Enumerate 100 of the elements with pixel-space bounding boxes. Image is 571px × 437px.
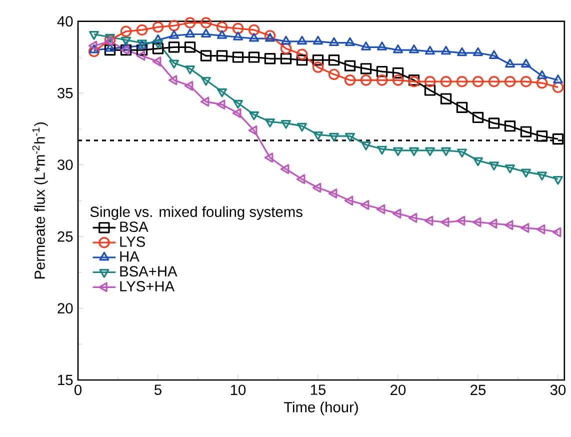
point xyxy=(424,84,436,96)
point xyxy=(392,67,404,79)
legend-label: LYS+HA xyxy=(120,281,175,292)
point xyxy=(105,42,115,52)
point xyxy=(328,54,340,66)
point xyxy=(473,47,483,56)
y-axis-title: Permeate flux (L*m$^{-2}$h$^{-1}$) xyxy=(32,122,48,279)
point xyxy=(536,77,548,89)
point xyxy=(200,17,212,28)
point xyxy=(504,120,516,132)
x-tick-label: 5 xyxy=(154,384,162,395)
point xyxy=(249,32,259,42)
point xyxy=(185,65,195,74)
point xyxy=(345,132,355,142)
point xyxy=(328,188,338,198)
x-tick-label: 0 xyxy=(74,384,82,396)
point xyxy=(264,53,276,64)
point xyxy=(472,76,484,88)
y-tick-label: 20 xyxy=(58,303,73,314)
point xyxy=(120,44,132,56)
point xyxy=(344,74,356,86)
point xyxy=(232,108,242,118)
point xyxy=(265,118,275,128)
point xyxy=(552,133,564,145)
point xyxy=(553,74,563,84)
point xyxy=(89,44,99,54)
point xyxy=(281,36,291,45)
point xyxy=(264,152,274,163)
point xyxy=(313,36,323,45)
point xyxy=(169,30,179,39)
point xyxy=(537,172,547,180)
point xyxy=(344,60,356,72)
point xyxy=(361,42,371,50)
point xyxy=(329,132,339,142)
point xyxy=(425,147,435,156)
point xyxy=(424,216,434,226)
point xyxy=(120,45,130,55)
point xyxy=(184,80,194,91)
point xyxy=(88,46,100,58)
point xyxy=(377,146,387,155)
point xyxy=(409,44,419,54)
y-tick-label: 15 xyxy=(58,374,73,386)
point xyxy=(152,42,164,54)
point xyxy=(408,212,418,223)
point xyxy=(104,34,116,46)
point xyxy=(376,204,386,214)
point xyxy=(488,118,500,129)
point xyxy=(393,147,403,156)
point xyxy=(488,218,498,229)
point xyxy=(200,96,210,107)
point xyxy=(249,111,259,120)
y-tick-label: 35 xyxy=(58,88,73,98)
point xyxy=(104,44,116,56)
point xyxy=(232,52,244,63)
point xyxy=(360,200,370,210)
point xyxy=(280,53,292,64)
point xyxy=(472,112,484,124)
point xyxy=(441,147,451,156)
point xyxy=(184,17,196,28)
point xyxy=(168,20,180,32)
point xyxy=(233,100,243,109)
x-axis-title: Time (hour) xyxy=(284,402,358,416)
point xyxy=(521,168,531,178)
point xyxy=(360,74,372,86)
point xyxy=(200,50,212,62)
point xyxy=(536,224,546,234)
point xyxy=(536,130,548,142)
point xyxy=(296,174,306,184)
x-tick-label: 20 xyxy=(390,384,406,396)
point xyxy=(169,60,179,69)
point xyxy=(265,32,275,42)
point xyxy=(441,46,451,55)
point xyxy=(152,21,164,33)
point xyxy=(504,76,516,88)
point xyxy=(280,164,290,174)
point xyxy=(456,216,466,226)
point xyxy=(136,44,148,56)
point xyxy=(105,34,115,43)
x-tick-label: 25 xyxy=(470,384,486,396)
point xyxy=(425,46,435,55)
point xyxy=(537,70,547,80)
point xyxy=(488,76,500,88)
point xyxy=(153,34,163,44)
point xyxy=(553,176,563,185)
point xyxy=(313,131,323,140)
point xyxy=(201,76,211,86)
point xyxy=(521,58,531,68)
point xyxy=(360,63,372,74)
x-tick-label: 10 xyxy=(230,384,246,396)
point xyxy=(392,74,404,86)
legend-label: BSA+HA xyxy=(120,266,178,277)
point xyxy=(472,217,482,228)
point xyxy=(152,56,162,66)
point xyxy=(184,42,196,53)
x-tick-label: 30 xyxy=(550,384,566,396)
point xyxy=(457,47,467,56)
point xyxy=(392,208,402,219)
point xyxy=(168,75,178,86)
point xyxy=(328,68,340,80)
point xyxy=(297,36,307,45)
